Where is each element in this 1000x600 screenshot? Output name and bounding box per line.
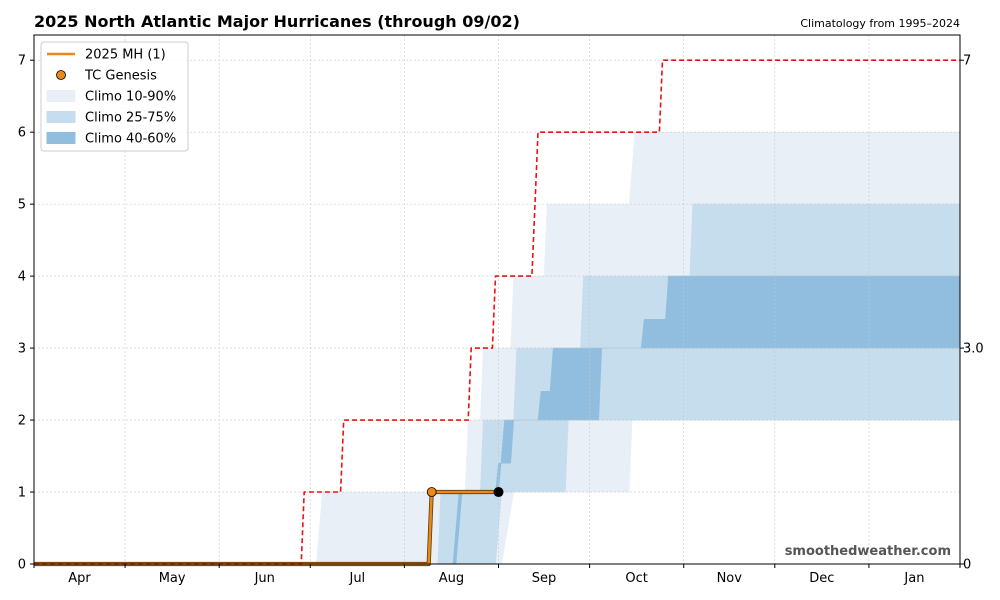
plot-frame <box>33 34 961 565</box>
right-tick-label: 3.0 <box>963 342 984 357</box>
legend-label: TC Genesis <box>84 69 157 84</box>
current-marker <box>493 487 504 498</box>
y-tick-label: 0 <box>18 558 26 573</box>
legend-swatch-marker <box>56 70 66 80</box>
x-tick-label: Jun <box>254 571 275 586</box>
x-tick-label: Jan <box>903 571 924 586</box>
legend-label: Climo 40-60% <box>85 132 176 147</box>
y-tick-label: 5 <box>18 198 26 213</box>
x-tick-label: Aug <box>439 571 464 586</box>
legend-label: 2025 MH (1) <box>85 48 166 63</box>
x-tick-label: Nov <box>717 571 743 586</box>
series-record-dashed <box>34 59 960 565</box>
legend-box <box>40 41 189 152</box>
legend-swatch-band <box>46 90 76 102</box>
watermark: smoothedweather.com <box>785 544 951 559</box>
y-tick-label: 1 <box>18 486 26 501</box>
x-tick-label: Sep <box>532 571 557 586</box>
legend-swatch-band <box>46 132 76 144</box>
x-tick-label: Dec <box>809 571 834 586</box>
x-tick-label: Jul <box>348 571 365 586</box>
x-tick-label: Apr <box>68 571 91 586</box>
x-tick-label: Oct <box>625 571 647 586</box>
chart-title: 2025 North Atlantic Major Hurricanes (th… <box>34 12 520 31</box>
legend-swatch-band <box>46 111 76 123</box>
legend: 2025 MH (1) TC Genesis Climo 10-90% Climo 2… <box>40 41 189 152</box>
legend-label: Climo 25-75% <box>85 111 176 126</box>
y-tick-label: 6 <box>18 126 26 141</box>
axes: 0 1 2 3 4 5 6 7 Apr May Jun Jul Aug Sep Oct Nov Dec Jan 7 3… <box>18 34 984 586</box>
x-tick-label: May <box>159 571 186 586</box>
climatology-bands <box>34 131 961 565</box>
y-tick-label: 2 <box>18 414 26 429</box>
right-tick-label: 0 <box>963 558 971 573</box>
legend-label: Climo 10-90% <box>85 90 176 105</box>
right-tick-label: 7 <box>963 54 971 69</box>
band-climo-40-60- <box>34 275 961 565</box>
y-tick-label: 4 <box>18 270 26 285</box>
genesis-marker <box>426 487 437 497</box>
y-tick-label: 7 <box>18 54 26 69</box>
y-tick-label: 3 <box>18 342 26 357</box>
chart-subtitle: Climatology from 1995–2024 <box>800 17 960 30</box>
